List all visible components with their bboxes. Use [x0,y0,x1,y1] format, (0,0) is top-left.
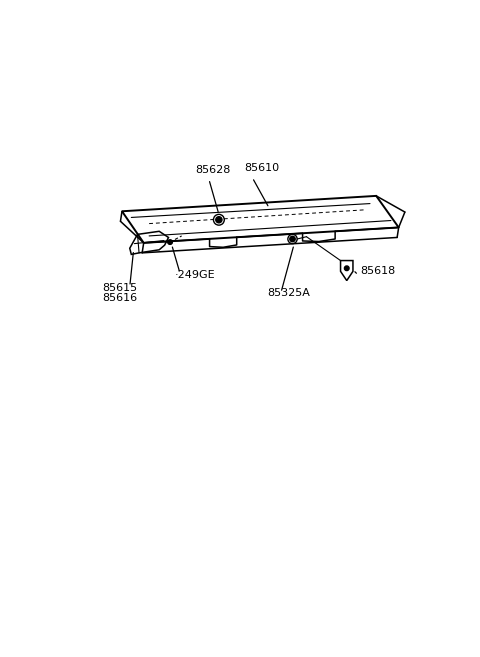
Circle shape [216,217,222,223]
Text: 85628: 85628 [196,165,231,175]
Circle shape [345,266,349,271]
Circle shape [290,237,295,242]
Circle shape [168,240,172,244]
Text: 85610: 85610 [244,163,279,173]
Text: 85325A: 85325A [268,288,311,298]
Text: ·249GE: ·249GE [175,269,216,279]
Text: 85618: 85618 [360,265,395,276]
Text: 85616: 85616 [103,294,138,304]
Text: 85615: 85615 [103,283,138,292]
